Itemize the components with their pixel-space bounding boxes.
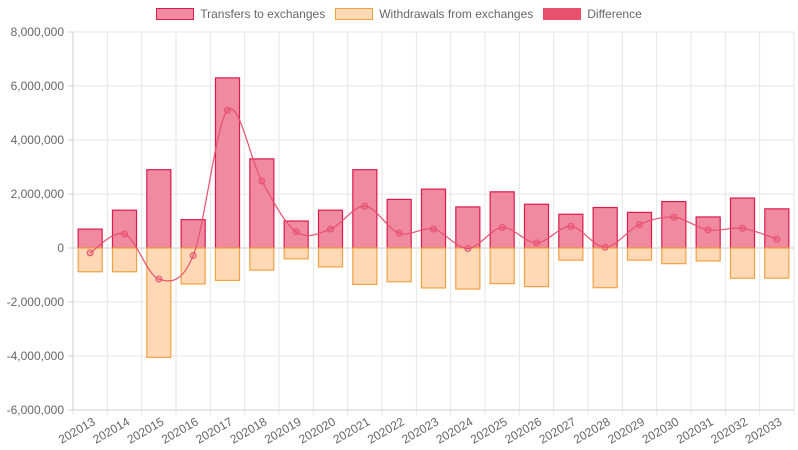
bar-withdrawals-202028 — [592, 247, 618, 289]
point-difference-202015 — [155, 275, 163, 283]
bar-withdrawals-202019 — [283, 247, 309, 260]
bar-transfers-202032 — [729, 197, 756, 249]
bar-withdrawals-202023 — [420, 247, 447, 289]
bar-withdrawals-202030 — [661, 247, 687, 265]
point-difference-202021 — [361, 202, 369, 210]
point-difference-202025 — [498, 223, 506, 231]
point-difference-202024 — [464, 245, 472, 253]
legend-label-transfers: Transfers to exchanges — [200, 7, 326, 21]
point-difference-202016 — [189, 252, 197, 260]
point-difference-202022 — [395, 229, 403, 237]
x-tick-label: 202030 — [640, 414, 682, 446]
bar-transfers-202018 — [249, 158, 275, 249]
bar-transfers-202030 — [661, 200, 687, 249]
bar-transfers-202024 — [455, 206, 481, 249]
y-tick-label: 8,000,000 — [11, 25, 65, 39]
y-tick-label: 6,000,000 — [11, 79, 65, 93]
bar-transfers-202013 — [77, 228, 103, 249]
x-tick-label: 202013 — [56, 414, 98, 446]
bar-withdrawals-202027 — [558, 247, 584, 261]
x-tick-label: 202016 — [159, 414, 201, 446]
bar-withdrawals-202016 — [180, 247, 206, 285]
bar-withdrawals-202021 — [352, 247, 378, 286]
x-tick-label: 202024 — [434, 414, 476, 446]
line-difference — [89, 108, 778, 282]
x-tick-label: 202015 — [125, 414, 167, 446]
legend-item-withdrawals[interactable]: Withdrawals from exchanges — [335, 7, 533, 21]
point-difference-202030 — [670, 213, 678, 221]
legend-swatch-transfers — [156, 8, 195, 20]
x-tick-label: 202026 — [502, 414, 544, 446]
bar-withdrawals-202031 — [695, 247, 721, 262]
x-tick-label: 202025 — [468, 414, 510, 446]
y-tick-label: -2,000,000 — [7, 295, 65, 309]
x-tick-label: 202023 — [399, 414, 441, 446]
point-difference-202023 — [430, 225, 437, 233]
bar-withdrawals-202032 — [729, 247, 756, 279]
bar-withdrawals-202029 — [626, 247, 653, 261]
point-difference-202033 — [773, 235, 781, 243]
point-difference-202027 — [567, 222, 575, 230]
bar-withdrawals-202022 — [386, 247, 412, 283]
bar-withdrawals-202013 — [77, 247, 103, 273]
legend-label-difference: Difference — [587, 7, 642, 21]
bar-withdrawals-202020 — [317, 247, 344, 268]
point-difference-202031 — [704, 226, 712, 234]
point-difference-202013 — [86, 249, 94, 257]
bar-transfers-202027 — [558, 213, 584, 249]
bar-transfers-202023 — [420, 188, 447, 249]
bar-withdrawals-202033 — [764, 247, 790, 279]
x-tick-label: 202019 — [262, 414, 304, 446]
x-tick-label: 202029 — [605, 414, 647, 446]
point-difference-202019 — [292, 228, 300, 236]
point-difference-202020 — [327, 225, 334, 233]
bar-withdrawals-202015 — [146, 247, 172, 358]
bar-transfers-202025 — [489, 191, 515, 249]
point-difference-202029 — [636, 221, 643, 229]
point-difference-202028 — [601, 243, 609, 251]
x-tick-label: 202028 — [571, 414, 613, 446]
x-tick-label: 202022 — [365, 414, 407, 446]
point-difference-202017 — [224, 106, 231, 114]
point-difference-202014 — [121, 230, 128, 238]
x-tick-label: 202020 — [296, 414, 338, 446]
point-difference-202026 — [533, 239, 540, 247]
bar-withdrawals-202017 — [214, 247, 241, 282]
y-tick-label: 0 — [57, 241, 64, 255]
point-difference-202018 — [258, 177, 266, 185]
y-tick-label: 2,000,000 — [11, 187, 65, 201]
y-tick-label: -6,000,000 — [7, 403, 65, 417]
y-tick-label: -4,000,000 — [7, 349, 65, 363]
legend-swatch-difference — [543, 8, 582, 20]
x-tick-label: 202032 — [708, 414, 750, 446]
legend-item-difference[interactable]: Difference — [543, 7, 642, 21]
x-tick-label: 202027 — [537, 414, 579, 446]
x-tick-label: 202018 — [228, 414, 270, 446]
bar-transfers-202015 — [146, 169, 172, 249]
bar-withdrawals-202026 — [523, 247, 550, 288]
bar-withdrawals-202025 — [489, 247, 515, 285]
bar-transfers-202028 — [592, 206, 618, 249]
bar-transfers-202017 — [214, 77, 241, 249]
legend-item-transfers[interactable]: Transfers to exchanges — [156, 7, 325, 21]
point-difference-202032 — [739, 224, 746, 232]
x-tick-label: 202021 — [331, 414, 373, 446]
bar-withdrawals-202014 — [111, 247, 138, 273]
x-tick-label: 202014 — [90, 414, 132, 446]
bar-withdrawals-202024 — [455, 247, 481, 290]
y-tick-label: 4,000,000 — [11, 133, 65, 147]
legend-label-withdrawals: Withdrawals from exchanges — [379, 7, 534, 21]
x-tick-label: 202033 — [743, 414, 785, 446]
legend-swatch-withdrawals — [335, 8, 374, 20]
x-tick-label: 202031 — [674, 414, 716, 446]
bar-transfers-202022 — [386, 198, 412, 249]
x-tick-label: 202017 — [193, 414, 235, 446]
chart-legend: Transfers to exchanges Withdrawals from … — [0, 7, 798, 21]
bar-withdrawals-202018 — [249, 247, 275, 271]
bar-transfers-202033 — [764, 208, 790, 249]
